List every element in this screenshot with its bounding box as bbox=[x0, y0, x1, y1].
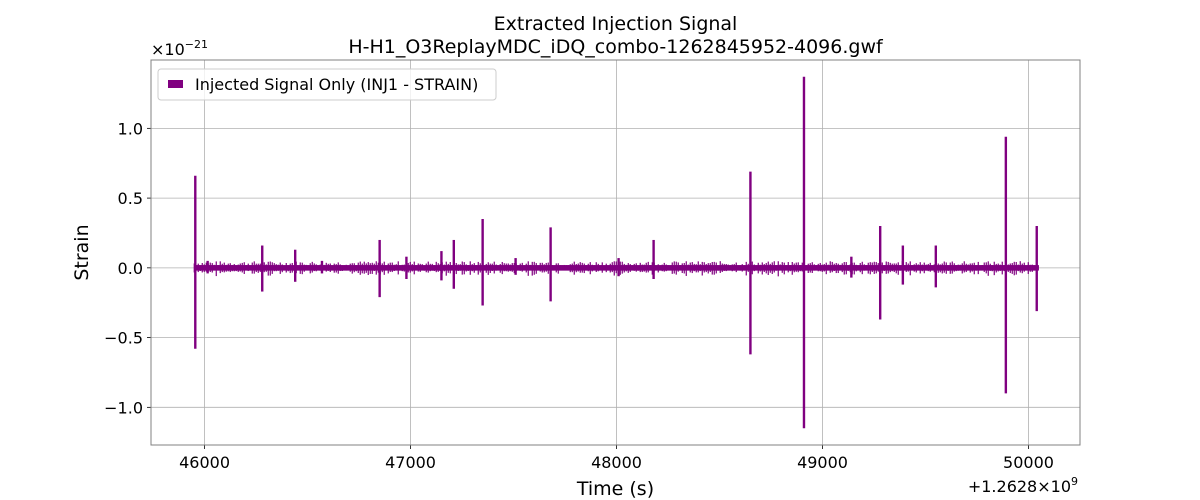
legend-swatch bbox=[168, 80, 183, 88]
series-injected-signal bbox=[193, 76, 1039, 429]
x-offset-label: +1.2628×109 bbox=[968, 475, 1078, 496]
x-tick-label: 49000 bbox=[797, 453, 848, 472]
plot-frame bbox=[150, 59, 1081, 446]
y-tick-label: −1.0 bbox=[104, 398, 143, 417]
chart-subtitle: H-H1_O3ReplayMDC_iDQ_combo-1262845952-40… bbox=[348, 36, 884, 58]
plot-area bbox=[151, 60, 1080, 445]
x-axis-label: Time (s) bbox=[576, 478, 654, 500]
y-tick-label: 1.0 bbox=[118, 119, 143, 138]
legend-label: Injected Signal Only (INJ1 - STRAIN) bbox=[195, 75, 478, 94]
x-tick-label: 48000 bbox=[591, 453, 642, 472]
legend: Injected Signal Only (INJ1 - STRAIN) bbox=[157, 68, 497, 101]
x-offset-base: +1.2628×10 bbox=[968, 477, 1071, 496]
y-tick-label: −0.5 bbox=[104, 329, 143, 348]
y-tick-label: 0.5 bbox=[118, 189, 143, 208]
x-tick-label: 46000 bbox=[179, 453, 230, 472]
y-scale-factor: ×10−21 bbox=[151, 38, 208, 59]
y-scale-exponent: −21 bbox=[185, 38, 208, 51]
x-tick-label: 50000 bbox=[1003, 453, 1054, 472]
chart-title: Extracted Injection Signal bbox=[494, 13, 738, 35]
y-axis-label: Strain bbox=[71, 224, 93, 280]
y-tick-label: 0.0 bbox=[118, 259, 143, 278]
y-scale-base: ×10 bbox=[151, 40, 185, 59]
x-offset-exponent: 9 bbox=[1071, 475, 1078, 488]
legend-box bbox=[157, 68, 497, 101]
x-axis-ticks: 46000 47000 48000 49000 50000 bbox=[179, 445, 1054, 472]
x-tick-label: 47000 bbox=[385, 453, 436, 472]
y-axis-ticks: −1.0 −0.5 0.0 0.5 1.0 bbox=[104, 119, 151, 417]
